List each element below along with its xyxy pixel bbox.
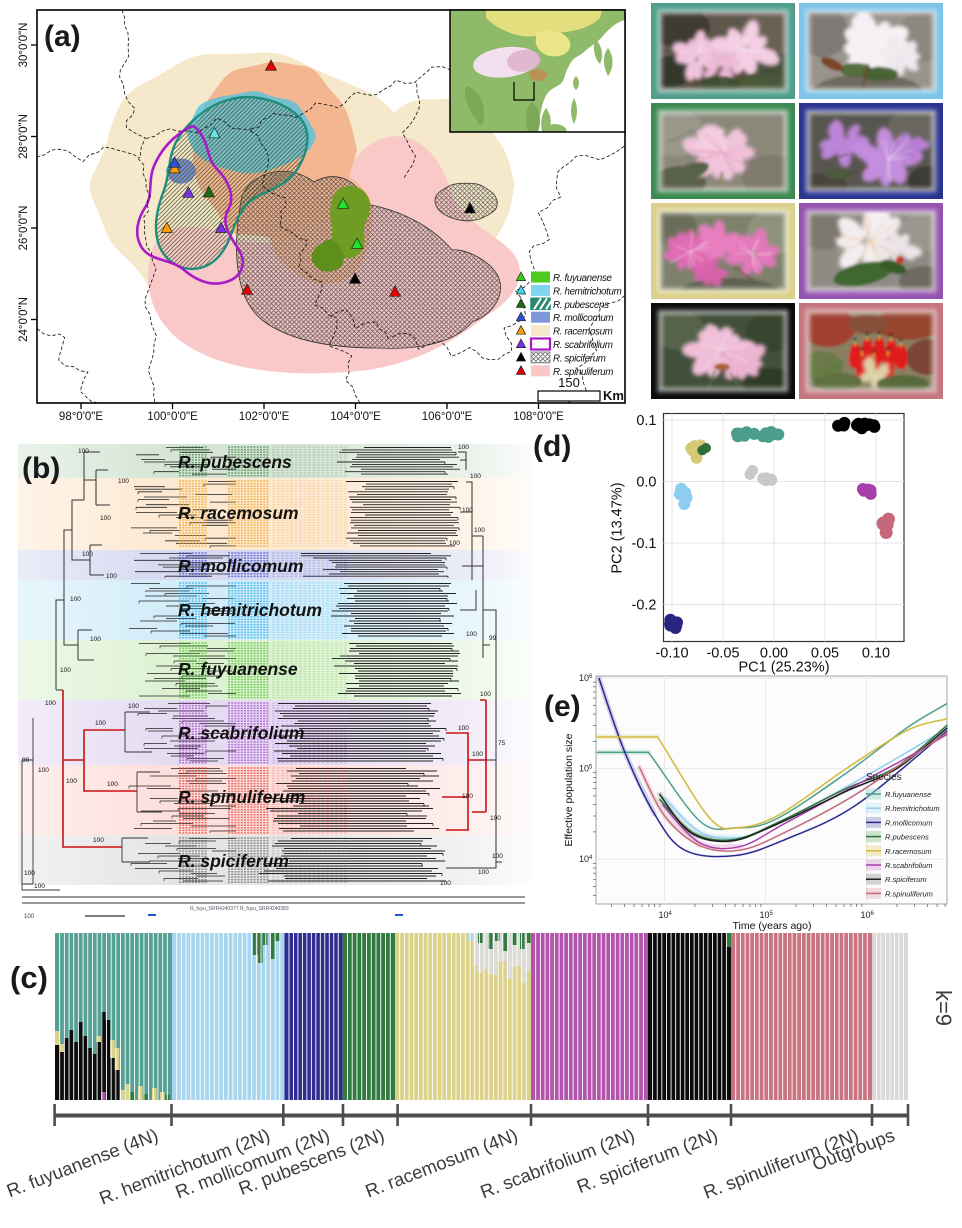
svg-text:100: 100 bbox=[472, 751, 483, 758]
svg-text:R. fuyuanense: R. fuyuanense bbox=[553, 273, 613, 284]
svg-text:100: 100 bbox=[107, 781, 118, 788]
svg-text:R.scabrifolium: R.scabrifolium bbox=[885, 861, 933, 870]
svg-text:75: 75 bbox=[498, 740, 506, 747]
svg-text:106°0'0"E: 106°0'0"E bbox=[422, 411, 473, 423]
svg-text:R.spiciferum: R.spiciferum bbox=[885, 875, 927, 884]
svg-text:-0.05: -0.05 bbox=[706, 646, 739, 662]
svg-text:0.00: 0.00 bbox=[760, 646, 788, 662]
svg-text:28°0'0"N: 28°0'0"N bbox=[18, 114, 30, 159]
svg-text:0.10: 0.10 bbox=[862, 646, 890, 662]
svg-text:R. hemitrichotum: R. hemitrichotum bbox=[178, 600, 322, 620]
svg-text:100: 100 bbox=[490, 815, 501, 822]
svg-text:100: 100 bbox=[462, 793, 473, 800]
svg-text:R. scabrifolium: R. scabrifolium bbox=[178, 723, 304, 743]
svg-text:106: 106 bbox=[861, 910, 875, 920]
svg-text:100: 100 bbox=[66, 778, 77, 785]
svg-text:R.hemitrichotum: R.hemitrichotum bbox=[885, 804, 940, 813]
svg-text:R. racemosum: R. racemosum bbox=[178, 503, 299, 523]
svg-text:90: 90 bbox=[22, 757, 30, 764]
svg-text:102°0'0"E: 102°0'0"E bbox=[239, 411, 290, 423]
svg-text:Effective population size: Effective population size bbox=[563, 733, 575, 846]
svg-text:100: 100 bbox=[492, 853, 503, 860]
svg-text:(a): (a) bbox=[44, 20, 81, 53]
svg-text:(c): (c) bbox=[10, 960, 48, 995]
svg-text:99: 99 bbox=[489, 635, 497, 642]
svg-text:PC1 (25.23%): PC1 (25.23%) bbox=[738, 660, 829, 676]
svg-text:100: 100 bbox=[45, 700, 56, 707]
svg-text:100: 100 bbox=[38, 767, 49, 774]
svg-text:PC2 (13.47%): PC2 (13.47%) bbox=[610, 482, 626, 573]
svg-text:R. spinuliferum: R. spinuliferum bbox=[178, 787, 305, 807]
svg-text:R. racemosum: R. racemosum bbox=[553, 327, 613, 338]
svg-text:100: 100 bbox=[474, 527, 485, 534]
svg-text:R.fuyuanense: R.fuyuanense bbox=[885, 790, 931, 799]
svg-text:100: 100 bbox=[128, 703, 139, 710]
svg-text:104: 104 bbox=[579, 854, 593, 864]
svg-text:106: 106 bbox=[579, 673, 593, 683]
svg-text:98°0'0"E: 98°0'0"E bbox=[59, 411, 103, 423]
svg-text:100: 100 bbox=[440, 880, 451, 887]
svg-text:0.05: 0.05 bbox=[811, 646, 839, 662]
svg-text:100: 100 bbox=[24, 870, 35, 877]
svg-text:(b): (b) bbox=[22, 452, 60, 485]
svg-text:100: 100 bbox=[78, 448, 89, 455]
svg-text:(d): (d) bbox=[533, 430, 571, 463]
svg-text:100: 100 bbox=[449, 540, 460, 547]
svg-text:k=9: k=9 bbox=[931, 990, 956, 1026]
svg-text:108°0'0"E: 108°0'0"E bbox=[513, 411, 564, 423]
svg-text:R. mollicomum: R. mollicomum bbox=[178, 556, 303, 576]
svg-text:100: 100 bbox=[466, 631, 477, 638]
svg-text:R. spiciferum: R. spiciferum bbox=[178, 851, 289, 871]
svg-text:100: 100 bbox=[24, 914, 35, 920]
svg-text:R.pubescens: R.pubescens bbox=[885, 833, 929, 842]
svg-text:100: 100 bbox=[458, 444, 469, 451]
svg-text:Time (years ago): Time (years ago) bbox=[733, 920, 812, 932]
svg-text:100°0'0"E: 100°0'0"E bbox=[147, 411, 198, 423]
svg-text:R.mollicomum: R.mollicomum bbox=[885, 818, 933, 827]
svg-text:100: 100 bbox=[470, 473, 481, 480]
svg-text:0.1: 0.1 bbox=[636, 413, 656, 429]
svg-text:R. hemitrichotum: R. hemitrichotum bbox=[553, 286, 622, 297]
svg-text:R. mollicomum: R. mollicomum bbox=[553, 313, 613, 324]
svg-text:100: 100 bbox=[458, 725, 469, 732]
svg-text:R. scabrifolium: R. scabrifolium bbox=[553, 340, 613, 351]
svg-text:R. fuyuanense: R. fuyuanense bbox=[178, 659, 298, 679]
svg-text:100: 100 bbox=[478, 869, 489, 876]
svg-text:Species: Species bbox=[866, 772, 902, 783]
svg-text:100: 100 bbox=[34, 883, 45, 890]
svg-text:100: 100 bbox=[90, 636, 101, 643]
svg-text:-0.10: -0.10 bbox=[655, 646, 688, 662]
svg-text:(e): (e) bbox=[544, 690, 581, 723]
svg-text:100: 100 bbox=[118, 478, 129, 485]
svg-text:30°0'0"N: 30°0'0"N bbox=[18, 23, 30, 68]
svg-text:100: 100 bbox=[82, 551, 93, 558]
svg-text:26°0'0"N: 26°0'0"N bbox=[18, 206, 30, 251]
svg-text:Km: Km bbox=[603, 388, 624, 403]
svg-text:100: 100 bbox=[60, 667, 71, 674]
svg-text:R_fuyu_SRR4240377 R_fuyu_SRR4: R_fuyu_SRR4240377 R_fuyu_SRR4240383 bbox=[190, 906, 289, 912]
svg-text:R. spinuliferum: R. spinuliferum bbox=[553, 367, 613, 378]
svg-text:104°0'0"E: 104°0'0"E bbox=[330, 411, 381, 423]
svg-text:-0.2: -0.2 bbox=[632, 598, 657, 614]
svg-text:100: 100 bbox=[480, 691, 491, 698]
svg-text:100: 100 bbox=[93, 837, 104, 844]
svg-text:105: 105 bbox=[760, 910, 774, 920]
svg-text:100: 100 bbox=[100, 515, 111, 522]
svg-text:100: 100 bbox=[462, 507, 473, 514]
svg-text:R. spiciferum (2N): R. spiciferum (2N) bbox=[574, 1124, 721, 1197]
svg-text:24°0'0"N: 24°0'0"N bbox=[18, 297, 30, 342]
svg-text:100: 100 bbox=[70, 596, 81, 603]
svg-text:R. pubescens: R. pubescens bbox=[178, 452, 292, 472]
svg-text:105: 105 bbox=[579, 764, 593, 774]
svg-text:150: 150 bbox=[558, 375, 580, 390]
svg-text:0.0: 0.0 bbox=[636, 475, 656, 491]
svg-text:-0.1: -0.1 bbox=[632, 536, 657, 552]
svg-text:100: 100 bbox=[106, 573, 117, 580]
svg-text:100: 100 bbox=[95, 720, 106, 727]
svg-text:R. spiciferum: R. spiciferum bbox=[553, 353, 606, 364]
svg-text:104: 104 bbox=[659, 910, 673, 920]
svg-text:R.spinuliferum: R.spinuliferum bbox=[885, 889, 933, 898]
svg-text:R. pubescens: R. pubescens bbox=[553, 300, 609, 311]
svg-text:R.racemosum: R.racemosum bbox=[885, 847, 932, 856]
